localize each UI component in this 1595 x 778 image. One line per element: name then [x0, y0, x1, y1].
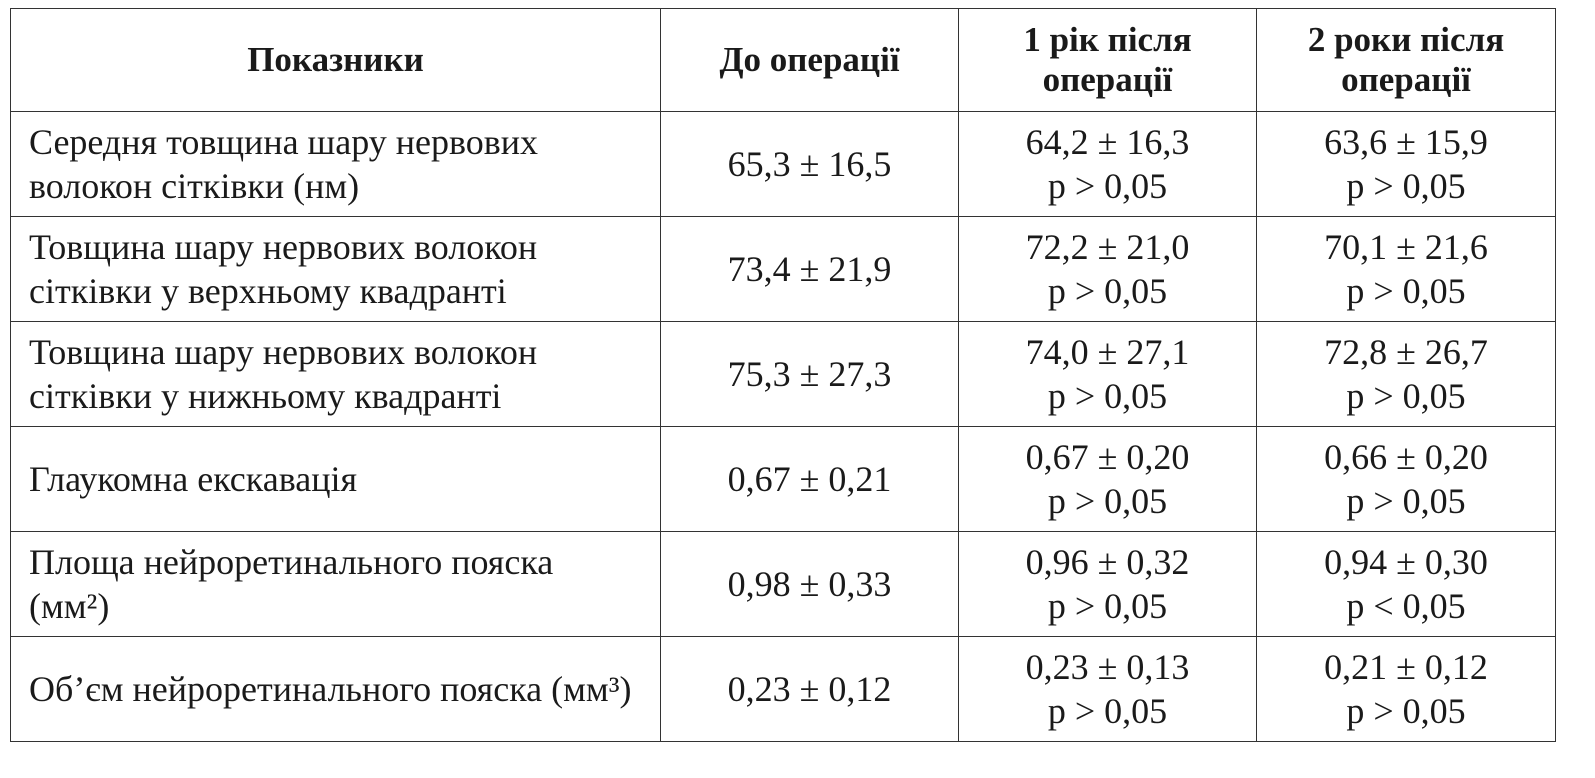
value-cell: 75,3 ± 27,3 — [660, 321, 959, 427]
value-cell: 0,67 ± 0,20 p > 0,05 — [958, 426, 1257, 532]
row-label: Площа нейроретинального пояска (мм²) — [10, 531, 661, 637]
mean-value: 0,96 ± 0,32 — [1025, 542, 1190, 582]
value-cell: 0,21 ± 0,12 p > 0,05 — [1256, 636, 1556, 742]
mean-value: 72,8 ± 26,7 — [1324, 332, 1488, 372]
mean-value: 0,23 ± 0,13 — [1025, 647, 1190, 687]
value-cell: 0,67 ± 0,21 — [660, 426, 959, 532]
p-value: p > 0,05 — [1047, 691, 1168, 731]
row-label: Об’єм нейроретинального пояска (мм³) — [10, 636, 661, 742]
column-header: До операції — [660, 8, 959, 112]
mean-value: 72,2 ± 21,0 — [1025, 227, 1190, 267]
p-value: p > 0,05 — [1047, 481, 1168, 521]
row-label: Глаукомна екскавація — [10, 426, 661, 532]
data-table: Показники До операції 1 рік після операції… — [10, 8, 1556, 742]
table-row: Об’єм нейроретинального пояска (мм³) 0,23… — [10, 636, 1556, 742]
value-cell: 63,6 ± 15,9 p > 0,05 — [1256, 111, 1556, 217]
p-value: p > 0,05 — [1047, 166, 1168, 206]
value-cell: 74,0 ± 27,1 p > 0,05 — [958, 321, 1257, 427]
p-value: p > 0,05 — [1047, 586, 1168, 626]
p-value: p > 0,05 — [1346, 691, 1466, 731]
value-cell: 0,23 ± 0,12 — [660, 636, 959, 742]
table-row: Площа нейроретинального пояска (мм²) 0,98… — [10, 531, 1556, 637]
row-label: Середня товщина шару нервових волокон сі… — [10, 111, 661, 217]
column-header: Показники — [10, 8, 661, 112]
row-label: Товщина шару нервових волокон сітківки у… — [10, 216, 661, 322]
mean-value: 0,66 ± 0,20 — [1324, 437, 1488, 477]
header-row: Показники До операції 1 рік після операції… — [10, 8, 1556, 112]
row-label: Товщина шару нервових волокон сітківки у… — [10, 321, 661, 427]
value-cell: 0,96 ± 0,32 p > 0,05 — [958, 531, 1257, 637]
column-header: 2 роки після операції — [1256, 8, 1556, 112]
p-value: p > 0,05 — [1047, 271, 1168, 311]
table-row: Товщина шару нервових волокон сітківки у… — [10, 216, 1556, 322]
value-cell: 72,8 ± 26,7 p > 0,05 — [1256, 321, 1556, 427]
mean-value: 74,0 ± 27,1 — [1025, 332, 1190, 372]
mean-value: 0,21 ± 0,12 — [1324, 647, 1488, 687]
p-value: p > 0,05 — [1346, 481, 1466, 521]
value-cell: 64,2 ± 16,3 p > 0,05 — [958, 111, 1257, 217]
p-value: p > 0,05 — [1346, 166, 1466, 206]
mean-value: 64,2 ± 16,3 — [1025, 122, 1190, 162]
p-value: p < 0,05 — [1346, 586, 1466, 626]
value-cell: 70,1 ± 21,6 p > 0,05 — [1256, 216, 1556, 322]
p-value: p > 0,05 — [1346, 376, 1466, 416]
mean-value: 70,1 ± 21,6 — [1324, 227, 1488, 267]
value-cell: 65,3 ± 16,5 — [660, 111, 959, 217]
p-value: p > 0,05 — [1346, 271, 1466, 311]
table-row: Глаукомна екскавація 0,67 ± 0,21 0,67 ± 0,… — [10, 426, 1556, 532]
value-cell: 73,4 ± 21,9 — [660, 216, 959, 322]
table-row: Товщина шару нервових волокон сітківки у… — [10, 321, 1556, 427]
mean-value: 0,94 ± 0,30 — [1324, 542, 1488, 582]
table-body: Середня товщина шару нервових волокон сі… — [10, 111, 1556, 742]
p-value: p > 0,05 — [1047, 376, 1168, 416]
value-cell: 72,2 ± 21,0 p > 0,05 — [958, 216, 1257, 322]
value-cell: 0,94 ± 0,30 p < 0,05 — [1256, 531, 1556, 637]
mean-value: 63,6 ± 15,9 — [1324, 122, 1488, 162]
value-cell: 0,98 ± 0,33 — [660, 531, 959, 637]
table-row: Середня товщина шару нервових волокон сі… — [10, 111, 1556, 217]
column-header: 1 рік після операції — [958, 8, 1257, 112]
value-cell: 0,23 ± 0,13 p > 0,05 — [958, 636, 1257, 742]
value-cell: 0,66 ± 0,20 p > 0,05 — [1256, 426, 1556, 532]
mean-value: 0,67 ± 0,20 — [1025, 437, 1190, 477]
